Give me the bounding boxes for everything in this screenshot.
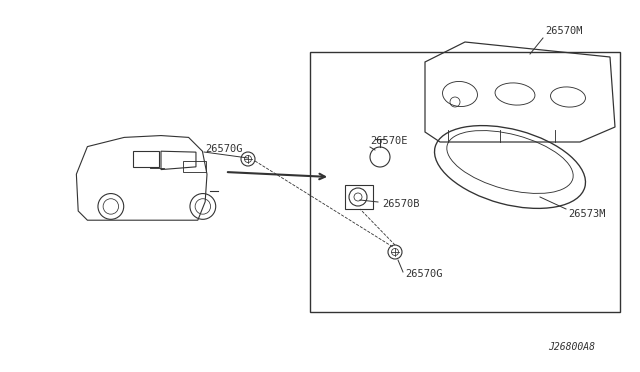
Text: 26570E: 26570E (370, 136, 408, 146)
Text: 26570B: 26570B (382, 199, 419, 209)
Text: 26573M: 26573M (568, 209, 605, 219)
Bar (345, 185, 373, 209)
Text: J26800A8: J26800A8 (548, 342, 595, 352)
Text: 26570G: 26570G (405, 269, 442, 279)
Bar (182, 161, 205, 172)
Text: 26570G: 26570G (205, 144, 243, 154)
Text: 26570M: 26570M (545, 26, 582, 36)
